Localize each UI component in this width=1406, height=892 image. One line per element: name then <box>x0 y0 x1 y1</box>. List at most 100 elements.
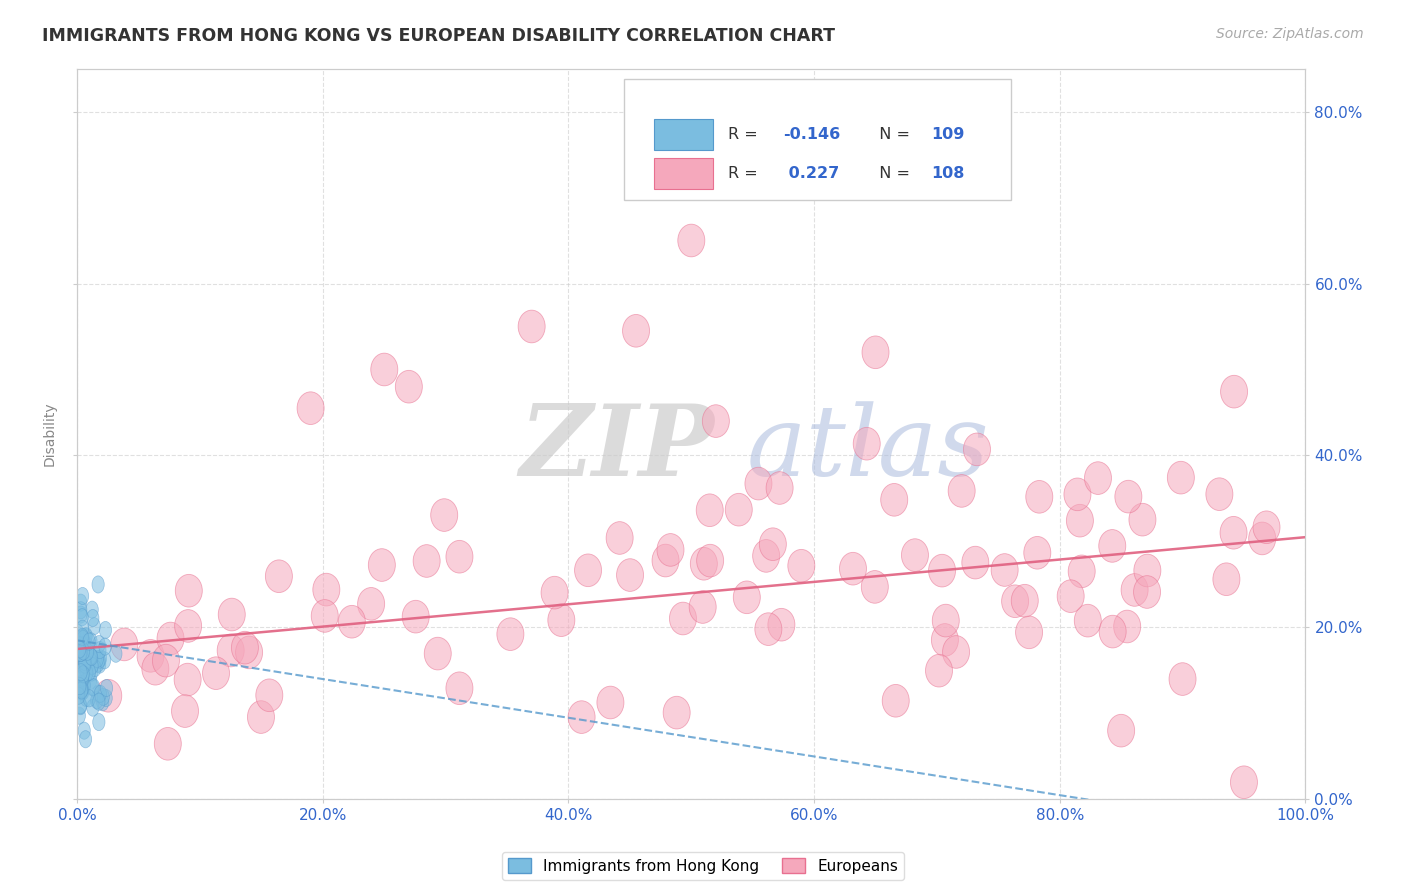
Ellipse shape <box>93 693 105 710</box>
Ellipse shape <box>72 636 84 654</box>
Ellipse shape <box>617 558 644 591</box>
Ellipse shape <box>100 680 112 697</box>
Ellipse shape <box>73 678 86 695</box>
Ellipse shape <box>94 649 107 667</box>
Ellipse shape <box>79 656 91 673</box>
Ellipse shape <box>1206 478 1233 510</box>
Ellipse shape <box>991 554 1018 586</box>
FancyBboxPatch shape <box>654 159 713 189</box>
Ellipse shape <box>76 588 89 605</box>
Ellipse shape <box>76 640 89 657</box>
Ellipse shape <box>256 679 283 712</box>
Ellipse shape <box>73 687 84 705</box>
Ellipse shape <box>77 665 90 683</box>
Ellipse shape <box>79 628 91 645</box>
Ellipse shape <box>76 637 87 654</box>
Ellipse shape <box>76 636 89 654</box>
Ellipse shape <box>93 685 104 702</box>
Ellipse shape <box>76 630 89 647</box>
Ellipse shape <box>91 655 104 673</box>
Ellipse shape <box>1230 766 1257 798</box>
Ellipse shape <box>339 606 366 638</box>
Ellipse shape <box>664 697 690 729</box>
Ellipse shape <box>413 545 440 577</box>
Ellipse shape <box>862 571 889 603</box>
Text: 109: 109 <box>931 127 965 142</box>
Ellipse shape <box>371 353 398 386</box>
Ellipse shape <box>72 644 83 662</box>
Ellipse shape <box>97 689 110 706</box>
Ellipse shape <box>83 647 96 665</box>
Ellipse shape <box>1057 580 1084 613</box>
Ellipse shape <box>86 664 98 681</box>
Ellipse shape <box>79 731 91 747</box>
Text: Source: ZipAtlas.com: Source: ZipAtlas.com <box>1216 27 1364 41</box>
Text: ZIP: ZIP <box>519 401 714 497</box>
Ellipse shape <box>568 701 595 733</box>
Ellipse shape <box>689 591 716 624</box>
Ellipse shape <box>1001 585 1029 617</box>
Ellipse shape <box>75 638 87 655</box>
Ellipse shape <box>79 722 90 739</box>
Ellipse shape <box>73 659 84 677</box>
Ellipse shape <box>932 604 959 637</box>
Ellipse shape <box>93 635 105 653</box>
Ellipse shape <box>84 673 97 690</box>
Ellipse shape <box>76 681 89 698</box>
Ellipse shape <box>77 643 90 660</box>
Ellipse shape <box>94 656 105 673</box>
Ellipse shape <box>755 613 782 646</box>
Ellipse shape <box>1168 663 1197 696</box>
Ellipse shape <box>696 494 723 526</box>
Ellipse shape <box>1220 376 1247 408</box>
Ellipse shape <box>111 628 138 661</box>
Ellipse shape <box>652 544 679 577</box>
Text: R =: R = <box>728 166 763 181</box>
Ellipse shape <box>725 493 752 526</box>
Ellipse shape <box>1011 584 1038 617</box>
Ellipse shape <box>623 315 650 347</box>
Ellipse shape <box>76 628 89 646</box>
Ellipse shape <box>80 665 93 681</box>
Ellipse shape <box>1099 615 1126 648</box>
Ellipse shape <box>93 651 105 669</box>
Ellipse shape <box>931 624 959 657</box>
Ellipse shape <box>97 694 108 711</box>
Ellipse shape <box>83 664 96 681</box>
Ellipse shape <box>83 633 96 650</box>
Ellipse shape <box>176 574 202 607</box>
Ellipse shape <box>1220 516 1247 549</box>
Ellipse shape <box>91 691 103 709</box>
Ellipse shape <box>880 483 908 516</box>
Ellipse shape <box>83 690 96 706</box>
Ellipse shape <box>1098 530 1126 562</box>
Ellipse shape <box>73 681 84 698</box>
Ellipse shape <box>882 684 910 717</box>
Ellipse shape <box>787 549 815 582</box>
Ellipse shape <box>73 648 86 665</box>
Ellipse shape <box>84 632 97 650</box>
Ellipse shape <box>77 682 89 700</box>
Ellipse shape <box>75 594 87 611</box>
Ellipse shape <box>76 681 87 699</box>
Ellipse shape <box>73 707 86 724</box>
Ellipse shape <box>1066 504 1094 537</box>
Ellipse shape <box>110 645 122 663</box>
Ellipse shape <box>79 659 91 677</box>
Ellipse shape <box>89 617 100 635</box>
Ellipse shape <box>703 405 730 437</box>
Ellipse shape <box>657 533 683 566</box>
Ellipse shape <box>217 634 245 667</box>
Ellipse shape <box>1167 461 1194 494</box>
Ellipse shape <box>853 427 880 460</box>
Ellipse shape <box>218 599 245 631</box>
Ellipse shape <box>76 608 89 626</box>
Ellipse shape <box>82 650 94 667</box>
Ellipse shape <box>142 652 169 685</box>
Text: IMMIGRANTS FROM HONG KONG VS EUROPEAN DISABILITY CORRELATION CHART: IMMIGRANTS FROM HONG KONG VS EUROPEAN DI… <box>42 27 835 45</box>
Ellipse shape <box>136 640 165 673</box>
Ellipse shape <box>690 548 717 580</box>
Ellipse shape <box>236 636 263 669</box>
FancyBboxPatch shape <box>654 120 713 150</box>
Ellipse shape <box>91 650 104 667</box>
